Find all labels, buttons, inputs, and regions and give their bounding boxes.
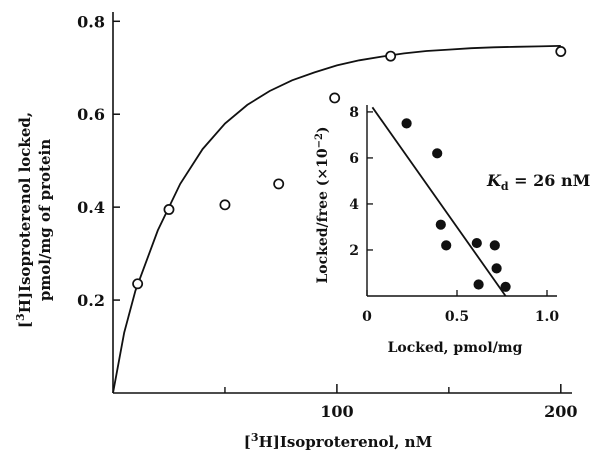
inset-y-tick-label: 6 [349, 151, 359, 167]
y-tick-label: 0.4 [77, 198, 105, 217]
inset-x-axis-title: Locked, pmol/mg [388, 340, 523, 356]
data-point [219, 199, 231, 211]
inset-data-point [441, 240, 452, 251]
inset-fit-line [371, 106, 507, 297]
inset-data-point [491, 263, 502, 274]
x-axis-title: [3H]Isoproterenol, nM [244, 431, 432, 451]
inset-x-tick-label: 1.0 [535, 309, 560, 325]
inset-data-point [401, 118, 412, 129]
inset-data-point [471, 237, 482, 249]
data-point [132, 278, 144, 290]
y-axis-title-line1: [3H]Isoproterenol locked, [14, 112, 34, 328]
inset-y-tick-label: 4 [349, 197, 359, 213]
inset-data-points [401, 118, 511, 292]
data-point [273, 178, 285, 190]
inset-x-tick-label: 0.5 [445, 309, 469, 325]
data-point [385, 50, 397, 62]
inset-data-point [432, 148, 443, 159]
inset-data-point [435, 219, 446, 230]
inset-data-point [489, 240, 500, 251]
y-axis-title-line2: pmol/mg of protein [36, 139, 54, 301]
y-tick-label: 0.6 [77, 105, 105, 124]
y-tick-label: 0.2 [77, 291, 105, 310]
inset-data-point [500, 281, 511, 292]
inset-data-point [473, 279, 484, 290]
inset-x-tick-label: 0 [362, 309, 372, 325]
data-point [329, 92, 341, 104]
inset-plot: 2 4 6 8 0 0.5 1.0 Locked, pmol/mg Locked/free … [314, 105, 590, 356]
main-ticks: 0.2 0.4 0.6 0.8 100 200 [77, 12, 577, 421]
inset-y-tick-label: 8 [349, 105, 359, 121]
kd-annotation: Kd = 26 nM [486, 171, 590, 193]
main-plot: 0.2 0.4 0.6 0.8 100 200 [3H]Isoproterenol, nM… [14, 12, 578, 451]
main-data-points [132, 46, 567, 290]
inset-y-axis-title: Locked/free (×10−2) [314, 126, 331, 283]
data-point [163, 204, 175, 215]
x-tick-label: 200 [544, 402, 577, 421]
y-tick-label: 0.8 [77, 12, 105, 31]
data-point [555, 46, 567, 57]
inset-ticks: 2 4 6 8 0 0.5 1.0 [349, 105, 559, 325]
x-tick-label: 100 [320, 402, 353, 421]
inset-y-tick-label: 2 [349, 243, 359, 259]
